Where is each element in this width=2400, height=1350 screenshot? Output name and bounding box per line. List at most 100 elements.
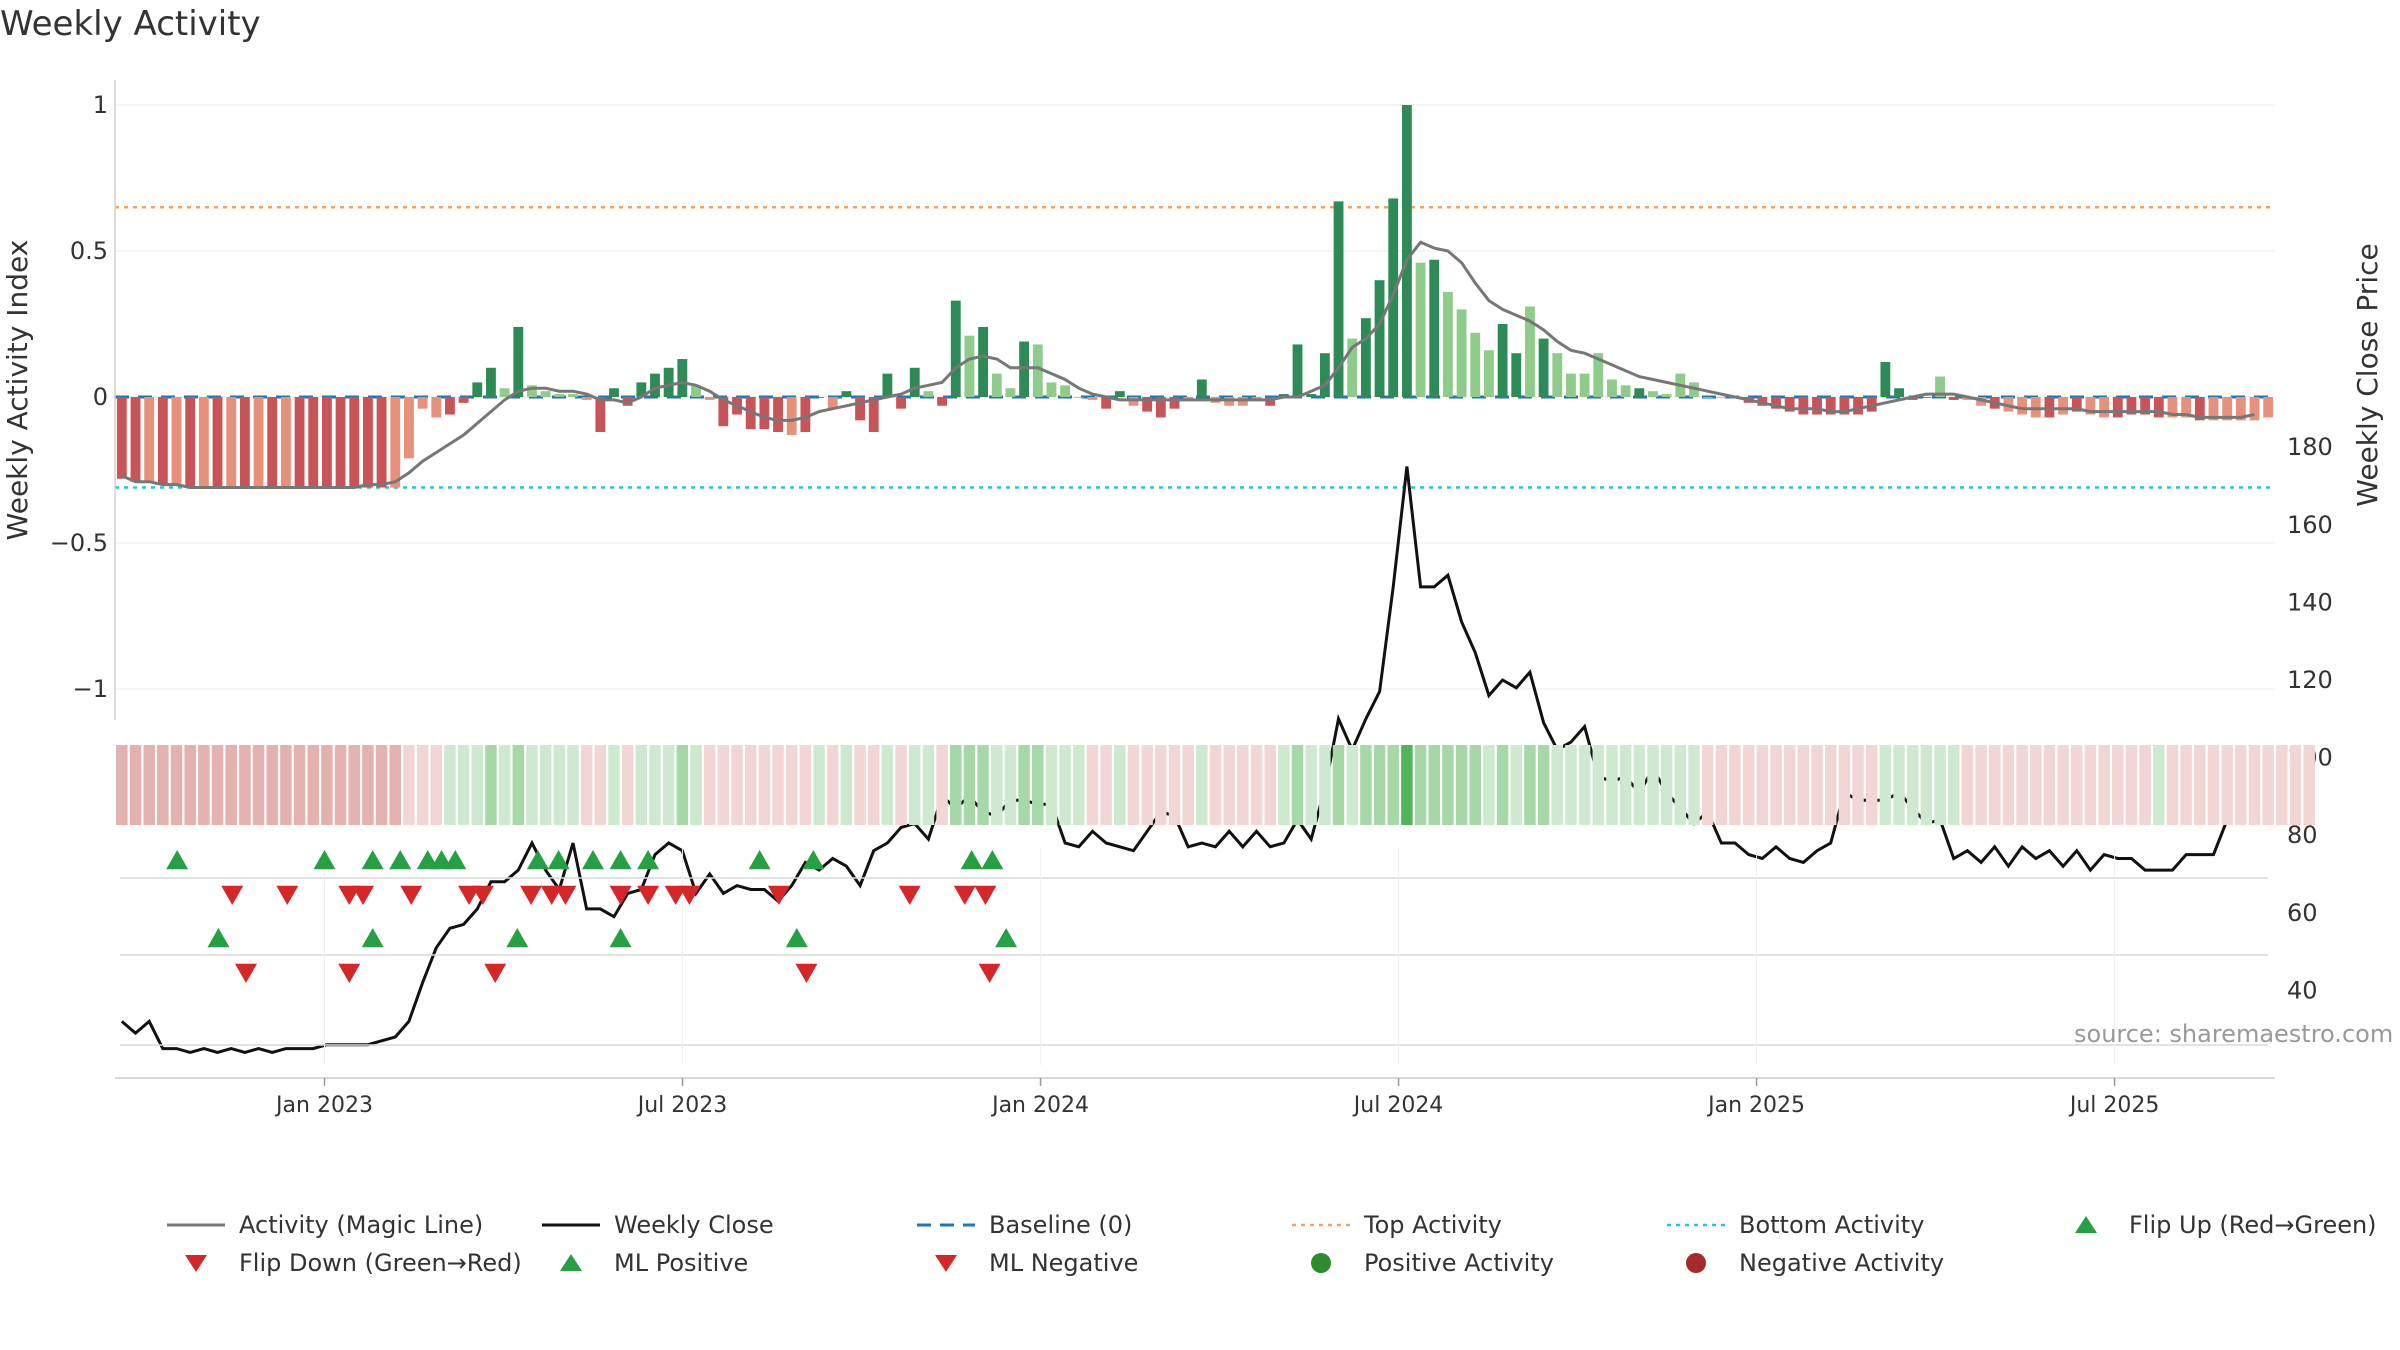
activity-bar: [294, 397, 305, 488]
activity-bar: [144, 397, 155, 482]
strip-cell: [2002, 745, 2015, 825]
activity-bar: [1155, 397, 1166, 418]
strip-cell: [1182, 745, 1194, 825]
strip-cell: [1360, 745, 1372, 825]
strip-cell: [1811, 745, 1823, 825]
activity-bar: [1853, 397, 1863, 415]
activity-bar: [923, 391, 934, 397]
flip-up-marker: [609, 850, 632, 870]
strip-cell: [293, 745, 306, 825]
strip-cell: [1592, 745, 1605, 825]
strip-cell: [1332, 745, 1345, 825]
strip-cell: [635, 745, 648, 825]
y-tick-label: 1: [93, 91, 108, 119]
strip-cell: [1524, 745, 1536, 825]
strip-cell: [2248, 745, 2261, 825]
activity-bar: [2058, 397, 2069, 415]
y-tick-label: 0: [93, 383, 108, 411]
flip-down-marker: [678, 885, 701, 905]
strip-cell: [1346, 745, 1358, 825]
activity-bar: [239, 397, 250, 488]
green-up-triangle-icon: [560, 1254, 582, 1271]
strip-cell: [1237, 745, 1249, 825]
flip-up-marker: [416, 850, 439, 870]
strip-cell: [225, 745, 237, 825]
activity-bar: [1073, 397, 1084, 398]
activity-bar: [1333, 201, 1344, 397]
activity-bar: [718, 397, 729, 427]
strip-cell: [1797, 745, 1810, 825]
activity-bar: [2071, 397, 2082, 412]
activity-bar: [349, 397, 360, 488]
x-tick-label: Jan 2025: [1706, 1093, 1805, 1118]
legend-item: Baseline (0): [915, 1211, 1132, 1239]
flip-up-marker: [444, 850, 467, 870]
strip-cell: [1004, 745, 1017, 825]
flip-down-marker: [520, 885, 543, 905]
activity-bar: [1114, 391, 1125, 397]
strip-cell: [1606, 745, 1618, 825]
legend-label: Flip Down (Green→Red): [239, 1249, 522, 1277]
strip-cell: [334, 745, 347, 825]
time-axis: Jan 2023 Jul 2023 Jan 2024 Jul 2024 Jan 2025…: [115, 1077, 2275, 1118]
activity-bar: [964, 335, 975, 397]
strip-cell: [895, 745, 907, 825]
activity-heatmap-strip: [116, 745, 2315, 825]
chart-title: Weekly Activity: [0, 4, 261, 44]
legend-item: ML Positive: [540, 1249, 748, 1277]
strip-cell: [717, 745, 730, 825]
flip-down-marker: [458, 885, 481, 905]
strip-cell: [1127, 745, 1140, 825]
strip-cell: [198, 745, 210, 825]
strip-cell: [1209, 745, 1222, 825]
strip-cell: [539, 745, 552, 825]
strip-cell: [1073, 745, 1085, 825]
activity-bar: [280, 397, 291, 488]
flip-down-marker: [276, 885, 299, 905]
activity-bar: [841, 391, 852, 397]
activity-bar: [486, 367, 496, 397]
flip-down-marker: [664, 885, 687, 905]
activity-bar: [1880, 361, 1891, 397]
strip-cell: [2043, 745, 2056, 825]
flip-down-marker: [540, 885, 563, 905]
flip-down-marker: [554, 885, 577, 905]
activity-bar: [978, 326, 989, 397]
activity-bar: [2112, 397, 2123, 418]
x-tick-label: Jul 2023: [636, 1093, 728, 1118]
strip-cell: [1455, 745, 1468, 825]
legend-item: Negative Activity: [1665, 1249, 1944, 1277]
dashed-blue-line-icon: [917, 1223, 975, 1227]
strip-cell: [758, 745, 771, 825]
strip-cell: [321, 745, 333, 825]
activity-bar: [650, 373, 660, 397]
activity-bar: [554, 394, 565, 397]
activity-bar: [335, 397, 346, 488]
legend-label: ML Negative: [989, 1249, 1139, 1277]
strip-cell: [826, 745, 839, 825]
strip-cell: [1989, 745, 2001, 825]
strip-cell: [1510, 745, 1523, 825]
activity-bar: [1716, 397, 1727, 398]
flip-up-marker: [637, 850, 660, 870]
activity-bar: [1046, 382, 1057, 397]
activity-bar: [1771, 397, 1781, 409]
strip-cell: [1278, 745, 1290, 825]
strip-cell: [1701, 745, 1714, 825]
ml-positive-marker: [506, 928, 529, 948]
legend-item: Flip Down (Green→Red): [165, 1249, 522, 1277]
magic-line: [121, 240, 2255, 489]
strip-cell: [2153, 745, 2165, 825]
strip-cell: [1155, 745, 1167, 825]
strip-cell: [1756, 745, 1769, 825]
strip-cell: [143, 745, 155, 825]
strip-cell: [881, 745, 894, 825]
activity-bar: [2181, 397, 2192, 418]
activity-bar: [1812, 397, 1822, 415]
strip-cell: [2016, 745, 2028, 825]
strip-cell: [1633, 745, 1646, 825]
strip-cell: [922, 745, 935, 825]
activity-bar: [2126, 397, 2137, 415]
strip-cell: [1647, 745, 1659, 825]
strip-cell: [129, 745, 142, 825]
